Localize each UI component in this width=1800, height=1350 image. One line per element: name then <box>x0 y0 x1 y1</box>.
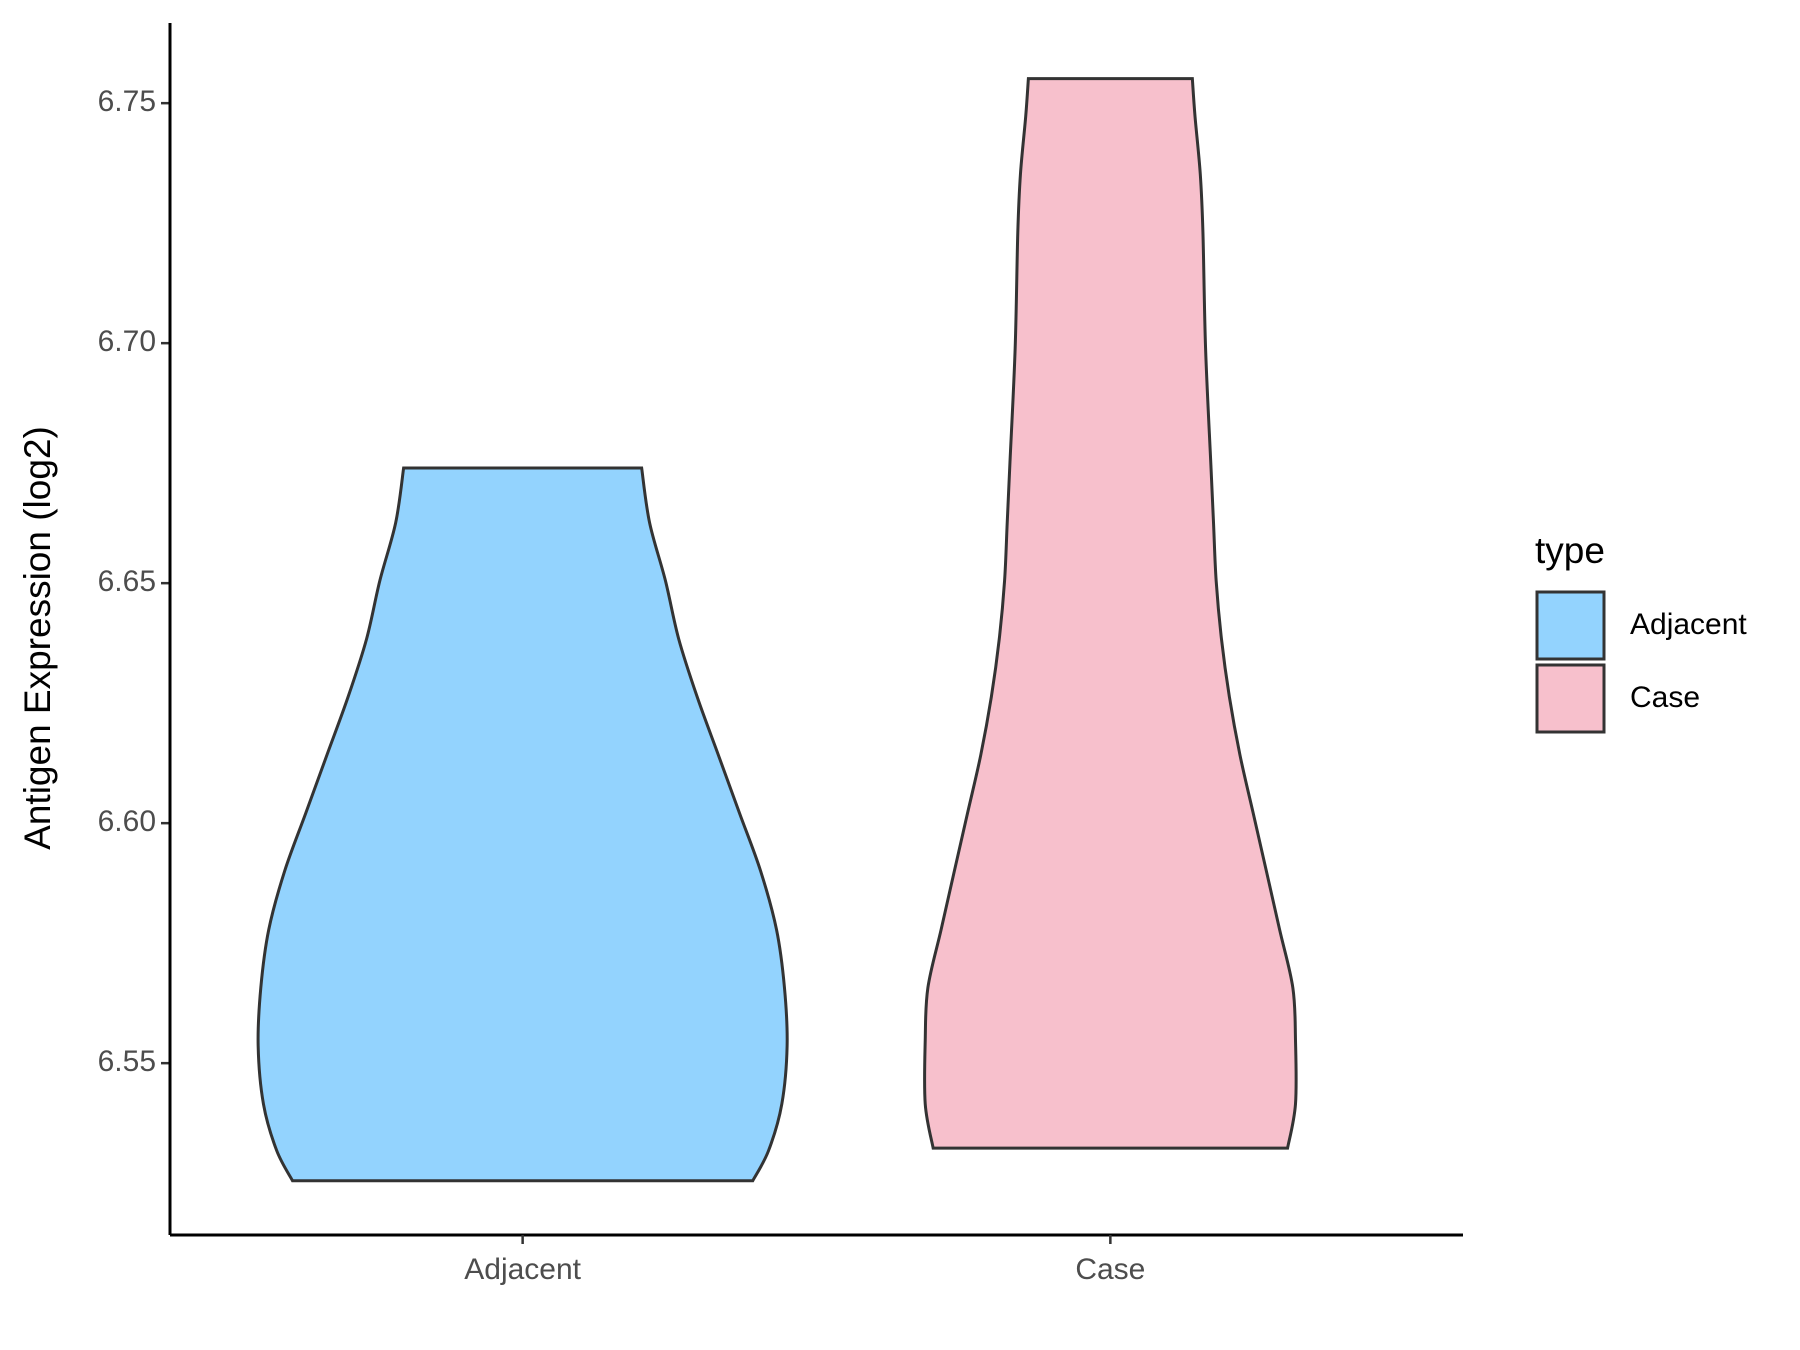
y-tick-label: 6.75 <box>98 85 156 118</box>
violin <box>923 77 1298 1150</box>
legend-title: type <box>1535 530 1605 571</box>
y-tick-label: 6.70 <box>98 325 156 358</box>
legend-label: Case <box>1630 681 1700 714</box>
x-tick-label: Case <box>1075 1253 1145 1286</box>
legend-swatch <box>1535 663 1606 734</box>
y-tick-label: 6.60 <box>98 805 156 838</box>
violin <box>256 466 789 1183</box>
y-tick-label: 6.65 <box>98 565 156 598</box>
y-axis-title: Antigen Expression (log2) <box>17 426 58 850</box>
legend-label: Adjacent <box>1630 608 1747 641</box>
x-tick-label: Adjacent <box>464 1253 581 1286</box>
y-tick-label: 6.55 <box>98 1045 156 1078</box>
legend-swatch <box>1535 590 1606 661</box>
